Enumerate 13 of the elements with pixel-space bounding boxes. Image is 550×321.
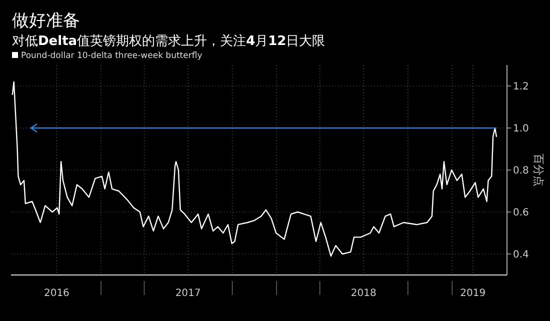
y-tick-label: 1.2 <box>513 82 529 92</box>
y-tick-label: 0.8 <box>513 166 529 176</box>
x-tick-label: 2017 <box>175 288 201 299</box>
y-tick-label: 0.4 <box>513 250 529 260</box>
x-tick-label: 2016 <box>44 288 70 299</box>
x-tick-label: 2018 <box>350 288 376 299</box>
y-tick-label: 1.0 <box>513 124 529 134</box>
y-tick-label: 0.6 <box>513 208 529 218</box>
y-axis-title: 百分点 <box>532 154 545 186</box>
line-series <box>12 81 498 257</box>
x-tick-label: 2019 <box>460 288 486 299</box>
chart-title: 做好准备 <box>12 11 80 31</box>
legend-label: Pound-dollar 10-delta three-week butterfly <box>21 51 202 61</box>
